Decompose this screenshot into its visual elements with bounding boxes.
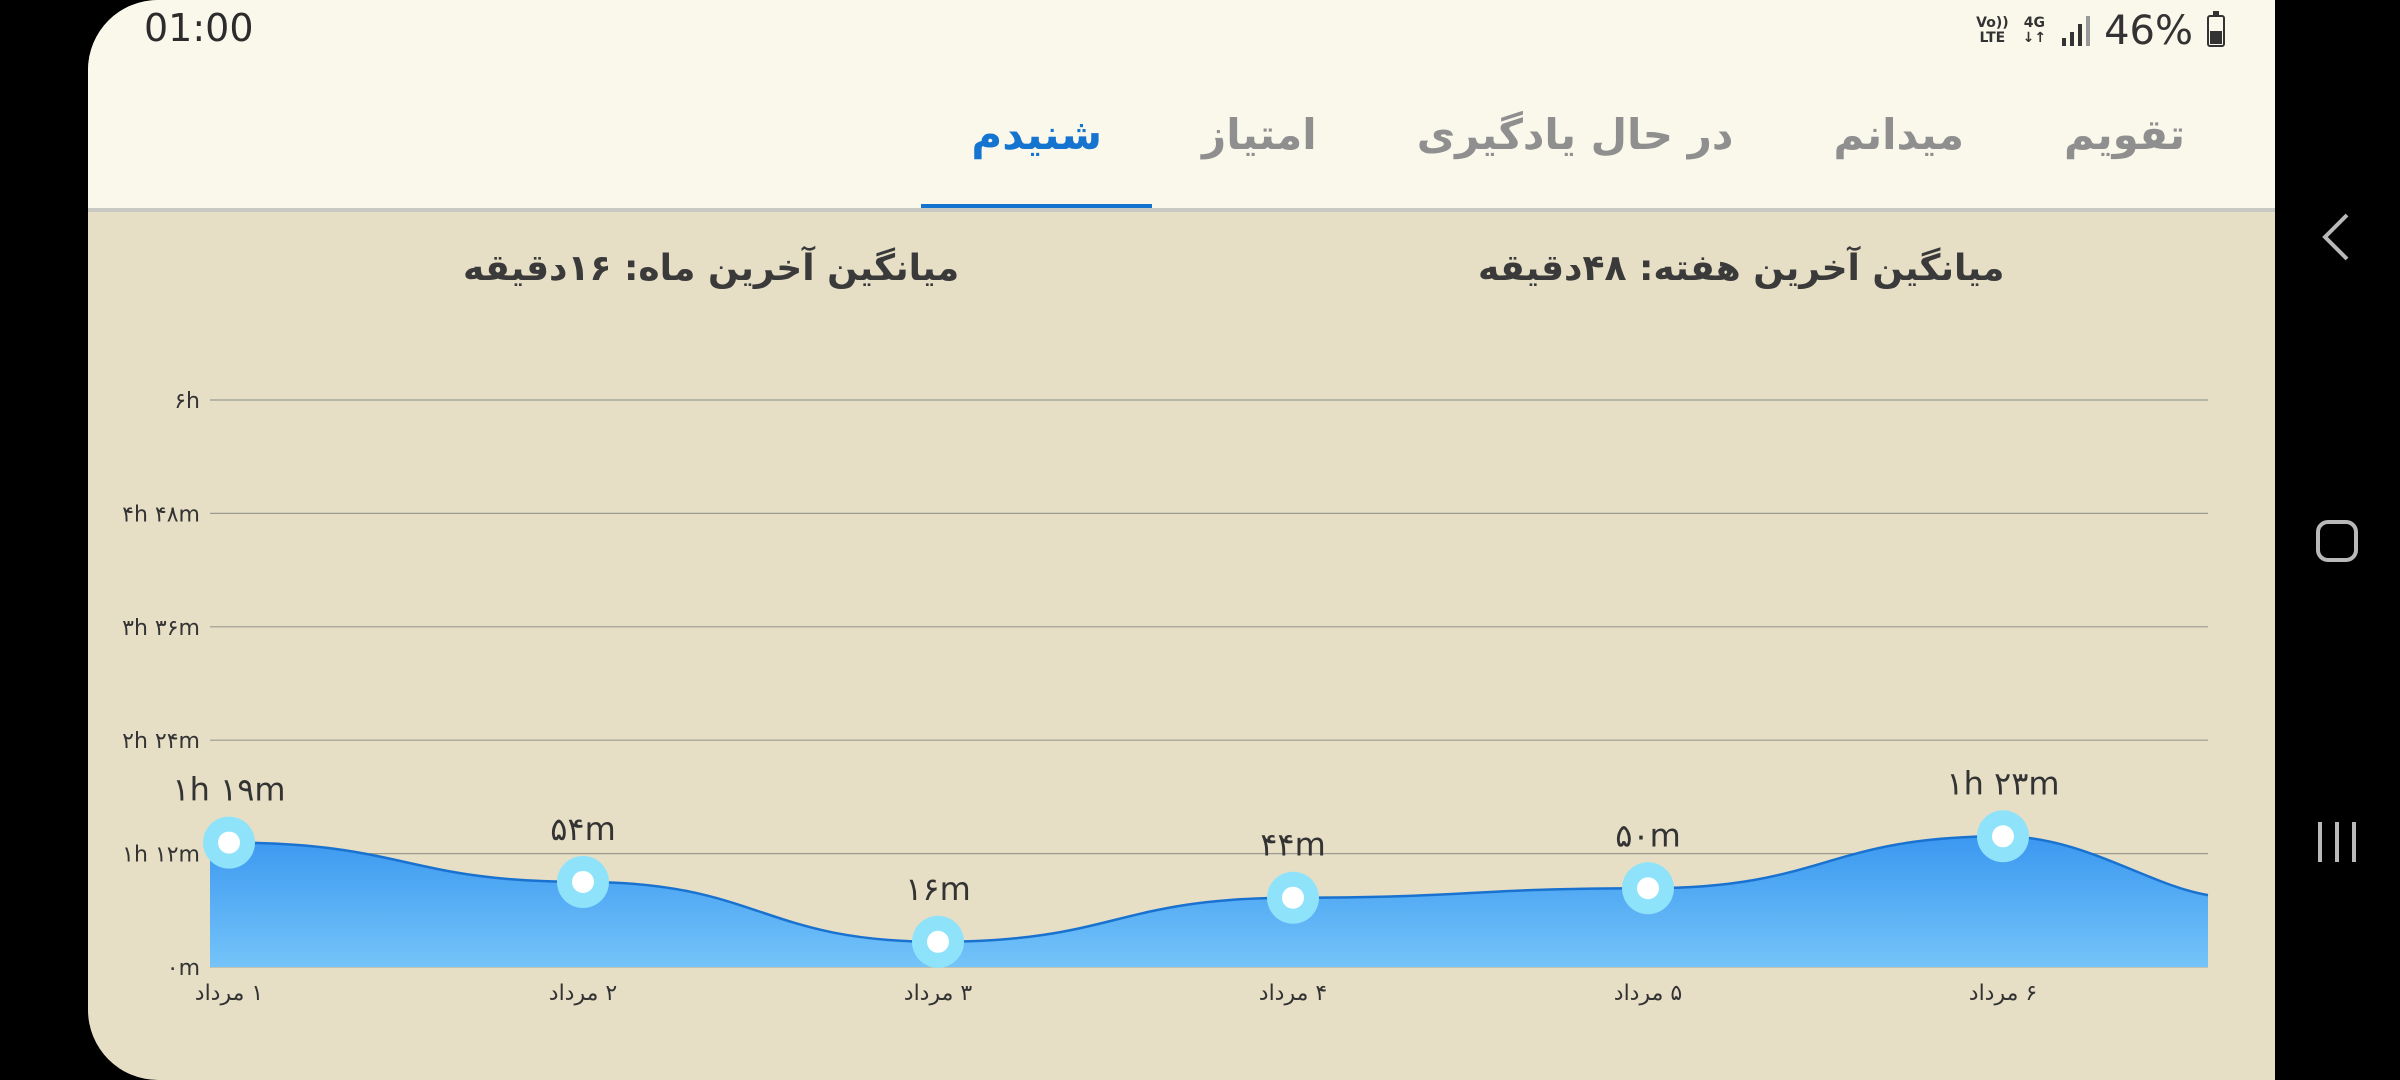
top-bar: 01:00 Vo)) LTE 4G ↓↑ 46% تقویم میدانم در… [88, 0, 2275, 212]
volte-bottom: LTE [1979, 30, 2006, 46]
x-tick-label: ۶ مرداد [1969, 981, 2037, 1006]
y-tick-label: ۱h ۱۲m [122, 843, 200, 868]
tab-learning-label: در حال یادگیری [1416, 110, 1734, 159]
tab-heard-label: شنیدم [971, 110, 1103, 159]
data-point-center [1282, 886, 1304, 909]
data-label: ۴۴m [1260, 826, 1326, 864]
data-point-center [1637, 877, 1659, 900]
system-nav-bar [2275, 0, 2400, 1080]
network-4g-icon: 4G ↓↑ [2023, 16, 2046, 46]
tab-bar: تقویم میدانم در حال یادگیری امتیاز شنیدم [88, 100, 2275, 210]
tab-known-label: میدانم [1833, 110, 1964, 159]
chart-area [210, 836, 2208, 967]
data-label: ۱h ۲۳m [1946, 764, 2059, 802]
battery-percentage: 46% [2104, 8, 2193, 54]
tab-learning[interactable]: در حال یادگیری [1367, 100, 1784, 208]
volte-top: Vo)) [1976, 15, 2009, 31]
x-tick-label: ۲ مرداد [549, 981, 617, 1006]
data-label: ۱۶m [905, 870, 971, 908]
app-screen: 01:00 Vo)) LTE 4G ↓↑ 46% تقویم میدانم در… [88, 0, 2275, 1080]
tab-score[interactable]: امتیاز [1152, 100, 1367, 208]
x-tick-label: ۴ مرداد [1259, 981, 1327, 1006]
monthly-average: میانگین آخرین ماه: ۱۶دقیقه [463, 248, 960, 289]
tab-score-label: امتیاز [1202, 110, 1317, 159]
tab-divider [88, 208, 2275, 212]
y-tick-label: ۶h [174, 389, 200, 414]
tab-calendar-label: تقویم [2063, 110, 2185, 159]
back-button[interactable] [2275, 177, 2400, 297]
network-gen-bottom: ↓↑ [2022, 30, 2047, 46]
y-tick-label: ۳h ۳۶m [122, 616, 200, 641]
signal-icon [2062, 16, 2091, 46]
battery-icon [2207, 11, 2225, 47]
data-label: ۵۰m [1615, 816, 1681, 854]
y-tick-label: ۴h ۴۸m [122, 502, 200, 527]
back-icon [2322, 213, 2349, 261]
home-icon [2316, 520, 2358, 562]
home-button[interactable] [2275, 480, 2400, 600]
tab-known[interactable]: میدانم [1783, 100, 2014, 208]
data-point-center [927, 930, 949, 953]
status-icons: Vo)) LTE 4G ↓↑ 46% [1976, 8, 2225, 54]
y-tick-label: ۲h ۲۴m [122, 729, 200, 754]
y-tick-label: ۰m [167, 956, 200, 981]
x-tick-label: ۳ مرداد [904, 981, 973, 1006]
x-tick-label: ۱ مرداد [195, 981, 263, 1006]
x-tick-label: ۵ مرداد [1614, 981, 1682, 1006]
data-point-center [572, 870, 594, 893]
network-gen-top: 4G [2023, 15, 2045, 31]
data-point-center [1992, 825, 2014, 848]
data-point-center [218, 831, 240, 854]
tab-heard[interactable]: شنیدم [921, 100, 1152, 210]
volte-icon: Vo)) LTE [1976, 16, 2008, 46]
recent-apps-button[interactable] [2275, 780, 2400, 900]
listening-chart: ۰m ۱h ۱۲m ۲h ۲۴m ۳h ۳۶m ۴h ۴۸m ۶h ۱h ۱۹m ۱ مرد… [122, 389, 2209, 1006]
weekly-average: میانگین آخرین هفته: ۴۸دقیقه [1478, 248, 2005, 289]
status-time: 01:00 [144, 6, 254, 50]
tab-calendar[interactable]: تقویم [2014, 100, 2235, 208]
recent-apps-icon [2318, 822, 2356, 862]
data-label: ۵۴m [550, 810, 616, 848]
data-label: ۱h ۱۹m [172, 771, 285, 809]
